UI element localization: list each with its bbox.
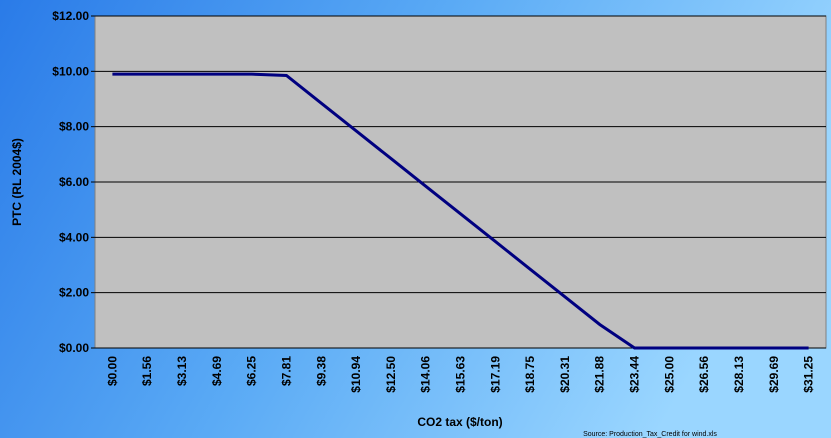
y-tick-label: $2.00 [59, 286, 89, 300]
x-tick-label: $29.69 [767, 356, 781, 393]
x-tick-label: $25.00 [662, 356, 676, 393]
x-tick-label: $21.88 [593, 356, 607, 393]
x-tick-label: $28.13 [732, 356, 746, 393]
y-tick-label: $8.00 [59, 120, 89, 134]
y-tick-label: $4.00 [59, 230, 89, 244]
line-series [112, 72, 809, 350]
y-tick-label: $0.00 [59, 341, 89, 355]
x-tick-label: $23.44 [628, 356, 642, 393]
x-axis-title: CO2 tax ($/ton) [417, 415, 502, 429]
x-tick-label: $3.13 [175, 356, 189, 386]
x-tick-label: $12.50 [384, 356, 398, 393]
x-tick-label: $9.38 [314, 356, 328, 386]
x-tick-label: $17.19 [488, 356, 502, 393]
y-tick-label: $12.00 [52, 9, 89, 23]
x-tick-label: $18.75 [523, 356, 537, 393]
x-tick-label: $10.94 [349, 356, 363, 393]
x-tick-label: $26.56 [697, 356, 711, 393]
y-tick-label: $6.00 [59, 175, 89, 189]
source-note: Source: Production_Tax_Credit for wind.x… [583, 431, 717, 438]
x-tick-label: $15.63 [454, 356, 468, 393]
x-tick-label: $20.31 [558, 356, 572, 393]
x-tick-label: $6.25 [245, 356, 259, 386]
x-tick-label: $14.06 [419, 356, 433, 393]
y-axis-title: PTC (RL 2004$) [10, 138, 24, 226]
x-tick-label: $4.69 [210, 356, 224, 386]
x-tick-label: $7.81 [279, 356, 293, 386]
x-tick-label: $0.00 [105, 356, 119, 386]
x-tick-label: $31.25 [802, 356, 816, 393]
x-tick-label: $1.56 [140, 356, 154, 386]
y-tick-label: $10.00 [52, 64, 89, 78]
